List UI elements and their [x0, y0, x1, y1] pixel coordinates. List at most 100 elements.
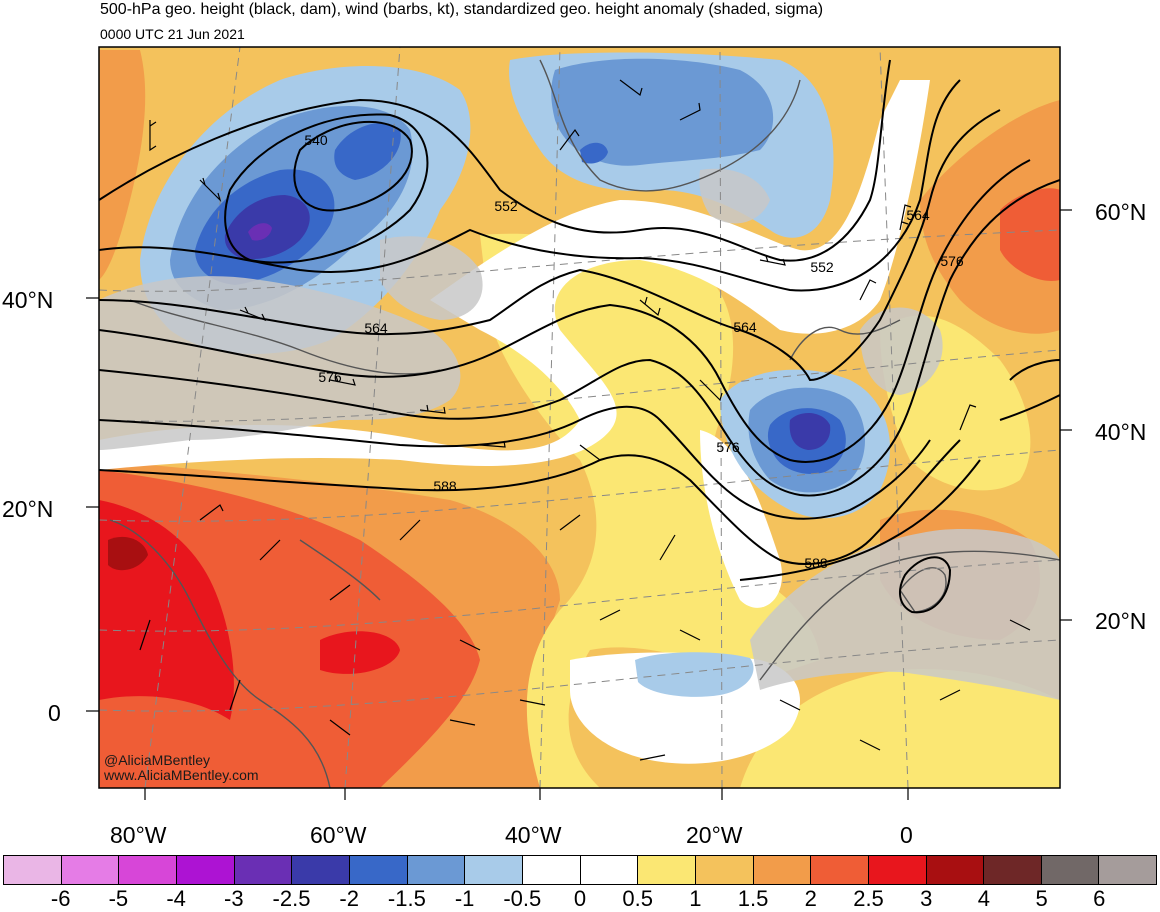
anomaly-red-atlantic: [320, 631, 400, 674]
graticule: [99, 47, 1060, 788]
colorbar-tick-label: -2: [339, 886, 359, 911]
colorbar-swatch: [234, 856, 293, 884]
map-title: 500-hPa geo. height (black, dam), wind (…: [100, 1, 824, 18]
colorbar-tick-label: 1: [689, 886, 702, 911]
lat-label-right: 60°N: [1095, 199, 1147, 225]
colorbar-swatch: [926, 856, 985, 884]
anomaly-red-orange-tropics: [99, 470, 480, 788]
lon-label: 40°W: [505, 822, 562, 848]
contour-label: 552: [494, 198, 518, 214]
colorbar-tick-label: -5: [108, 886, 129, 911]
colorbar-swatch: [753, 856, 812, 884]
lat-label-right: 40°N: [1095, 419, 1147, 445]
contour-east-ridge: [999, 359, 1060, 421]
anomaly-neutral-gibraltar: [700, 430, 782, 608]
colorbar-tick-label: -4: [166, 886, 186, 911]
contour-label: 588: [804, 555, 828, 571]
colorbar-tick-label: -1.5: [387, 886, 426, 911]
anomaly-blue-scandinavia: [790, 204, 813, 232]
colorbar-swatch: [638, 856, 696, 884]
anomaly-blue-tropic: [635, 652, 754, 697]
contour-label: 564: [733, 319, 757, 335]
colorbar-swatch: [349, 856, 408, 884]
lon-label: 0: [900, 822, 913, 848]
colorbar-tick-label: 3: [920, 886, 933, 911]
colorbar-swatch: [465, 856, 523, 884]
contour-label: 564: [364, 320, 388, 336]
contour-546: [224, 113, 429, 264]
colorbar-swatch: [176, 856, 235, 884]
colorbar-tick-label: 4: [977, 886, 991, 911]
contour-labels: 540 552 564 576 588 552 564 576 588 564 …: [304, 132, 964, 571]
anomaly-yellow-westafrica: [740, 669, 1060, 788]
colorbar-tick-label: -6: [50, 886, 71, 911]
colorbar-swatch: [811, 856, 869, 884]
contour-label: 564: [906, 207, 930, 223]
credit-website: www.AliciaMBentley.com: [104, 767, 259, 783]
colorbar-tick-label: 6: [1093, 886, 1106, 911]
valid-time: 0000 UTC 21 Jun 2021: [100, 26, 245, 42]
colorbar-swatch: [868, 856, 927, 884]
wind-barbs: [139, 79, 1031, 761]
contour-576: [99, 179, 1060, 497]
colorbar-swatch: [4, 856, 62, 884]
colorbar-swatch: [1041, 856, 1100, 884]
contour-588: [99, 439, 961, 565]
contour-582: [99, 405, 931, 520]
colorbar-swatch: [522, 856, 581, 884]
contour-570: [99, 159, 1031, 463]
contour-588-africa: [739, 459, 981, 581]
colorbar-swatch: [580, 856, 639, 884]
contour-label: 540: [304, 132, 328, 148]
anomaly-neutral-midlat: [99, 80, 930, 470]
contour-label: 576: [318, 369, 342, 385]
anomaly-orange-europe: [920, 100, 1060, 334]
colorbar-tick-label: 0: [573, 886, 587, 911]
contour-label: 576: [716, 439, 740, 455]
anomaly-violet-canada-core: [248, 223, 272, 241]
contour-558: [99, 79, 961, 292]
height-contours: [99, 59, 1060, 614]
colorbar-tick-label: -3: [224, 886, 244, 911]
anomaly-blue-greenland-mid: [551, 58, 774, 166]
colorbar-swatch: [119, 856, 177, 884]
coastlines: [109, 59, 1060, 788]
colorbar: [3, 855, 1157, 885]
colorbar-swatch: [61, 856, 120, 884]
contour-540: [293, 120, 413, 212]
anomaly-blue-greenland-inner: [580, 142, 608, 164]
colorbar-tick-label: 0.5: [622, 886, 653, 911]
colorbar-tick-label: 2.5: [853, 886, 884, 911]
colorbar-tick-label: 5: [1035, 886, 1048, 911]
lat-label-left: 20°N: [2, 496, 54, 522]
lat-label-left: 40°N: [2, 287, 54, 313]
lon-label: 80°W: [110, 822, 167, 848]
anomaly-purple-iberia-core: [789, 413, 831, 450]
colorbar-tick-label: -2.5: [272, 886, 311, 911]
colorbar-swatch: [984, 856, 1042, 884]
colorbar-tick-label: 1.5: [737, 886, 769, 911]
contour-552: [99, 59, 891, 262]
contour-564: [99, 109, 1001, 382]
colorbar-tick-label: 2: [804, 886, 817, 911]
lon-label: 20°W: [686, 822, 743, 848]
anomaly-orange-westedge: [99, 50, 146, 280]
credit-handle: @AliciaMBentley: [104, 752, 211, 768]
land-mask-africa: [750, 529, 1060, 700]
map-frame: [98, 46, 1061, 789]
lat-label-right: 20°N: [1095, 608, 1147, 634]
lon-label: 60°W: [310, 822, 367, 848]
land-mask-labrador: [380, 236, 483, 320]
colorbar-swatch: [407, 856, 466, 884]
anomaly-red-russia: [1000, 188, 1060, 281]
colorbar-swatch: [292, 856, 350, 884]
colorbar-tick-label: -1: [454, 886, 475, 911]
contour-label: 588: [433, 478, 457, 494]
colorbar-swatch: [1099, 856, 1157, 884]
anomaly-blue-labrador: [334, 122, 401, 180]
land-mask-greenland-east: [699, 168, 770, 224]
lat-label-left: 0: [48, 700, 61, 726]
colorbar-tick-label: -0.5: [503, 886, 542, 911]
contour-label: 576: [940, 253, 964, 269]
